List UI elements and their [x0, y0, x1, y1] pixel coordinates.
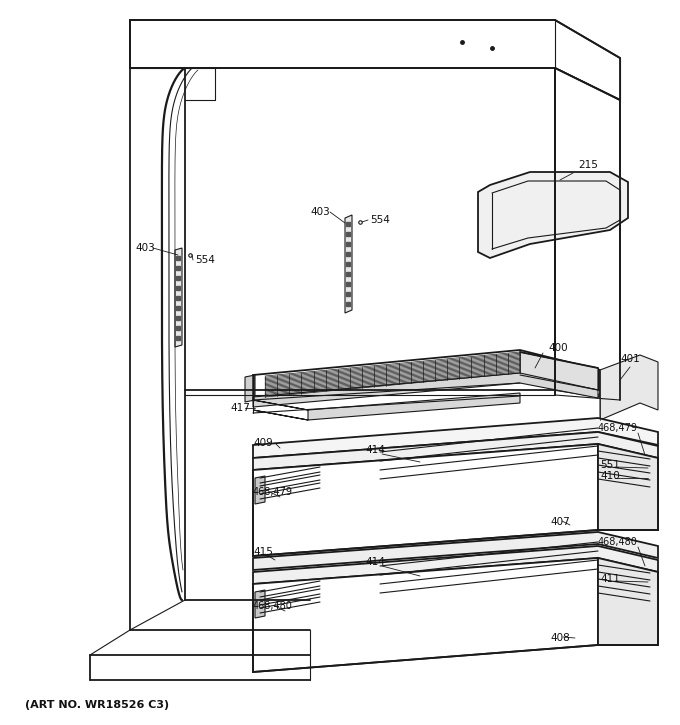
Polygon shape — [255, 590, 265, 618]
Polygon shape — [130, 20, 620, 100]
Text: 411: 411 — [600, 574, 620, 584]
Text: 415: 415 — [253, 547, 273, 557]
Text: 554: 554 — [195, 255, 215, 265]
Polygon shape — [600, 355, 658, 420]
Polygon shape — [253, 546, 658, 584]
Polygon shape — [598, 444, 658, 530]
Text: 403: 403 — [135, 243, 155, 253]
Text: 401: 401 — [620, 354, 640, 364]
Text: 417: 417 — [230, 403, 250, 413]
Polygon shape — [253, 418, 658, 458]
Text: (ART NO. WR18526 C3): (ART NO. WR18526 C3) — [25, 700, 169, 710]
Text: 468,479: 468,479 — [253, 487, 293, 497]
Polygon shape — [253, 393, 520, 420]
Text: 468,479: 468,479 — [598, 423, 638, 433]
Polygon shape — [598, 558, 658, 645]
Text: 215: 215 — [578, 160, 598, 170]
Polygon shape — [555, 68, 620, 400]
Text: 551: 551 — [600, 460, 620, 470]
Polygon shape — [253, 532, 658, 570]
Text: 414: 414 — [365, 445, 385, 455]
Text: 409: 409 — [253, 438, 273, 448]
Polygon shape — [253, 444, 598, 556]
Polygon shape — [345, 215, 352, 313]
Polygon shape — [253, 432, 658, 470]
Text: 468,480: 468,480 — [598, 537, 638, 547]
Text: 554: 554 — [370, 215, 390, 225]
Text: 414: 414 — [365, 557, 385, 567]
Text: 408: 408 — [550, 633, 570, 643]
Polygon shape — [175, 248, 182, 347]
Text: 468,480: 468,480 — [253, 601, 293, 611]
Polygon shape — [253, 558, 598, 672]
Polygon shape — [255, 476, 265, 504]
Polygon shape — [520, 352, 598, 390]
Polygon shape — [245, 375, 255, 402]
Polygon shape — [253, 350, 600, 400]
Text: 403: 403 — [310, 207, 330, 217]
Polygon shape — [478, 172, 628, 258]
Polygon shape — [253, 373, 598, 407]
Text: 407: 407 — [550, 517, 570, 527]
Text: 400: 400 — [548, 343, 568, 353]
Text: 410: 410 — [600, 471, 619, 481]
